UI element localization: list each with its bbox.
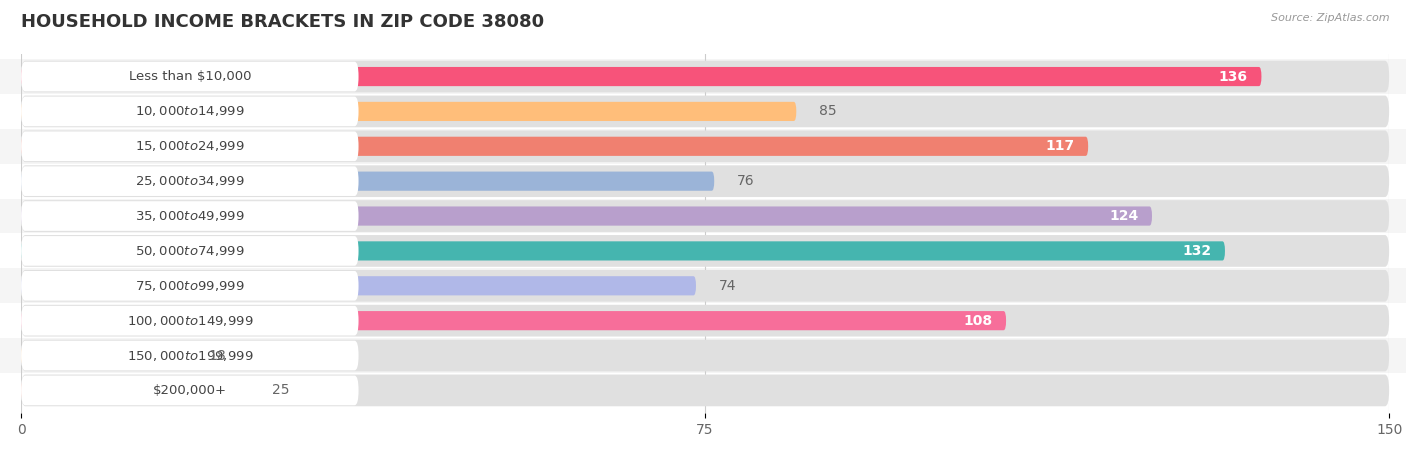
Text: $50,000 to $74,999: $50,000 to $74,999 [135, 244, 245, 258]
Bar [0, 59, 1406, 94]
Text: $75,000 to $99,999: $75,000 to $99,999 [135, 279, 245, 293]
Bar [0, 373, 1406, 408]
FancyBboxPatch shape [21, 346, 186, 365]
Text: $15,000 to $24,999: $15,000 to $24,999 [135, 139, 245, 153]
FancyBboxPatch shape [21, 271, 359, 301]
Text: $200,000+: $200,000+ [153, 384, 226, 397]
FancyBboxPatch shape [21, 311, 1007, 330]
FancyBboxPatch shape [21, 340, 1389, 371]
FancyBboxPatch shape [21, 172, 714, 191]
Text: 74: 74 [718, 279, 737, 293]
Text: Less than $10,000: Less than $10,000 [128, 70, 252, 83]
FancyBboxPatch shape [21, 67, 1261, 86]
FancyBboxPatch shape [21, 62, 359, 91]
FancyBboxPatch shape [21, 374, 1389, 406]
FancyBboxPatch shape [21, 305, 1389, 337]
Text: 76: 76 [737, 174, 755, 188]
FancyBboxPatch shape [21, 376, 359, 405]
FancyBboxPatch shape [21, 276, 696, 295]
Text: 136: 136 [1219, 70, 1247, 84]
Text: 18: 18 [208, 348, 226, 362]
FancyBboxPatch shape [21, 236, 359, 266]
FancyBboxPatch shape [21, 132, 359, 161]
Text: $35,000 to $49,999: $35,000 to $49,999 [135, 209, 245, 223]
FancyBboxPatch shape [21, 270, 1389, 302]
FancyBboxPatch shape [21, 166, 359, 196]
Bar [0, 303, 1406, 338]
Text: HOUSEHOLD INCOME BRACKETS IN ZIP CODE 38080: HOUSEHOLD INCOME BRACKETS IN ZIP CODE 38… [21, 13, 544, 31]
FancyBboxPatch shape [21, 235, 1389, 267]
FancyBboxPatch shape [21, 200, 1389, 232]
Text: 85: 85 [820, 105, 837, 119]
FancyBboxPatch shape [21, 241, 1225, 260]
Text: 108: 108 [963, 314, 993, 328]
Text: 25: 25 [271, 383, 290, 397]
FancyBboxPatch shape [21, 102, 796, 121]
Bar [0, 338, 1406, 373]
FancyBboxPatch shape [21, 61, 1389, 92]
FancyBboxPatch shape [21, 381, 249, 400]
Text: $10,000 to $14,999: $10,000 to $14,999 [135, 105, 245, 119]
Bar [0, 129, 1406, 164]
FancyBboxPatch shape [21, 97, 359, 126]
FancyBboxPatch shape [21, 130, 1389, 162]
Text: 132: 132 [1182, 244, 1212, 258]
Text: 117: 117 [1045, 139, 1074, 153]
FancyBboxPatch shape [21, 306, 359, 335]
Bar [0, 94, 1406, 129]
Bar [0, 269, 1406, 303]
FancyBboxPatch shape [21, 341, 359, 370]
Text: $100,000 to $149,999: $100,000 to $149,999 [127, 314, 253, 328]
Text: $25,000 to $34,999: $25,000 to $34,999 [135, 174, 245, 188]
Bar [0, 164, 1406, 198]
Bar [0, 198, 1406, 233]
FancyBboxPatch shape [21, 96, 1389, 127]
Text: Source: ZipAtlas.com: Source: ZipAtlas.com [1271, 13, 1389, 23]
Text: $150,000 to $199,999: $150,000 to $199,999 [127, 348, 253, 362]
FancyBboxPatch shape [21, 136, 1088, 156]
FancyBboxPatch shape [21, 207, 1152, 226]
Text: 124: 124 [1109, 209, 1139, 223]
FancyBboxPatch shape [21, 165, 1389, 197]
Bar [0, 233, 1406, 269]
FancyBboxPatch shape [21, 201, 359, 231]
